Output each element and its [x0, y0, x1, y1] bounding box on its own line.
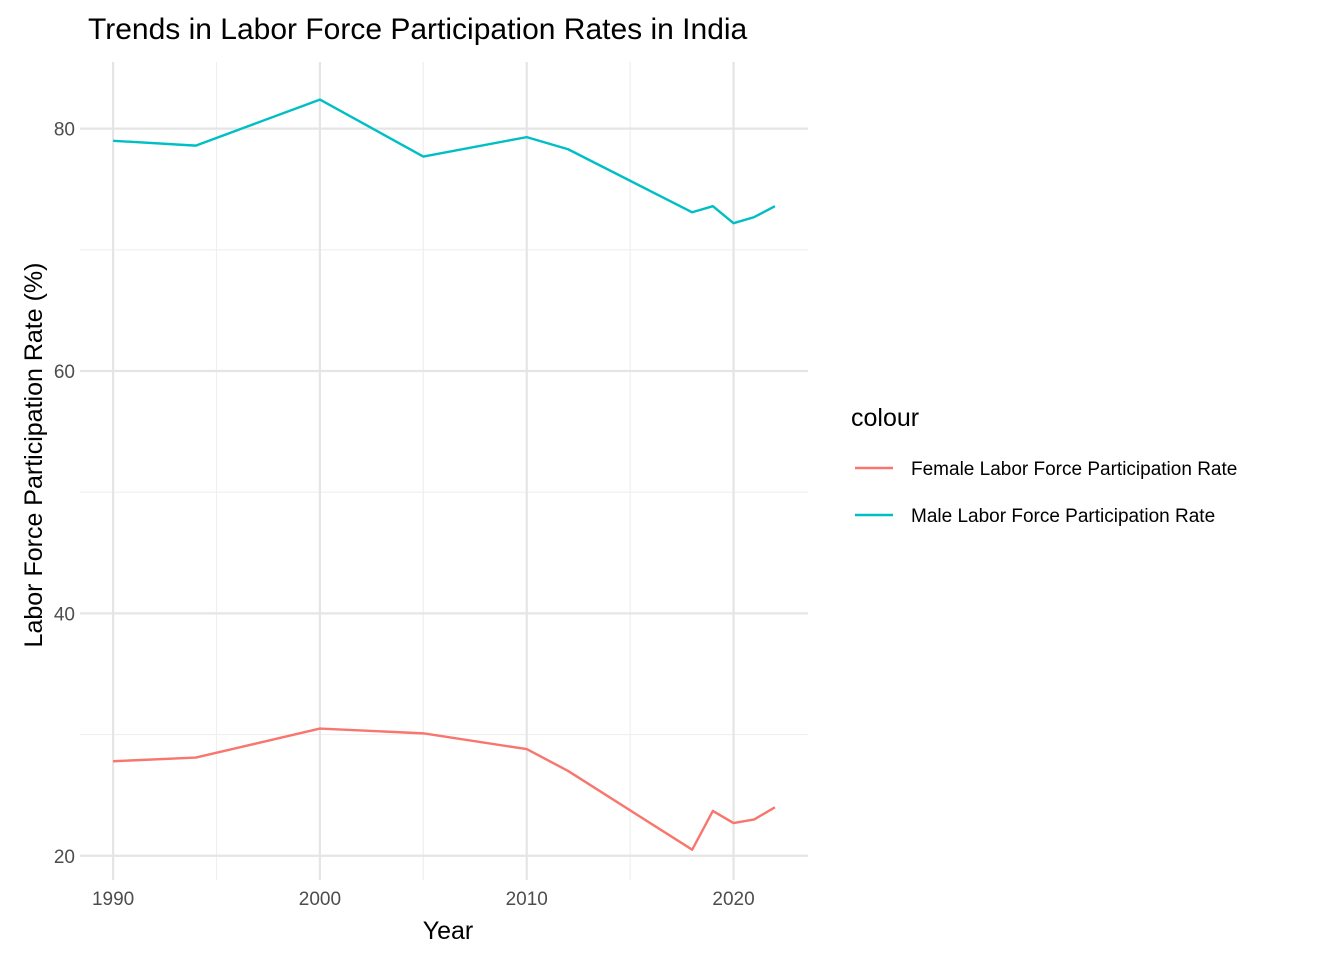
x-tick-label: 2010	[506, 889, 548, 910]
x-tick-label: 2020	[712, 889, 754, 910]
x-tick-label: 2000	[299, 889, 341, 910]
series-line	[113, 98, 776, 225]
legend-items: Female Labor Force Participation Rate Mal…	[855, 459, 1237, 527]
chart-title: Trends in Labor Force Participation Rate…	[88, 13, 748, 46]
gridlines	[80, 62, 808, 880]
series-layer	[113, 98, 776, 851]
legend-label: Male Labor Force Participation Rate	[911, 506, 1215, 527]
y-tick-label: 60	[54, 362, 75, 383]
legend-label: Female Labor Force Participation Rate	[911, 459, 1237, 480]
plot-area	[80, 62, 808, 880]
legend: colour Female Labor Force Participation …	[851, 404, 1237, 527]
x-tick-label: 1990	[92, 889, 134, 910]
x-axis-ticks: 1990 2000 2010 2020	[92, 889, 755, 910]
y-tick-label: 80	[54, 120, 75, 141]
legend-title: colour	[851, 404, 919, 432]
x-axis-title: Year	[423, 917, 474, 945]
y-axis-ticks: 20 40 60 80	[54, 120, 75, 868]
y-tick-label: 40	[54, 604, 75, 625]
y-tick-label: 20	[54, 847, 75, 868]
series-line	[113, 727, 776, 851]
y-axis-title: Labor Force Participation Rate (%)	[20, 263, 48, 648]
